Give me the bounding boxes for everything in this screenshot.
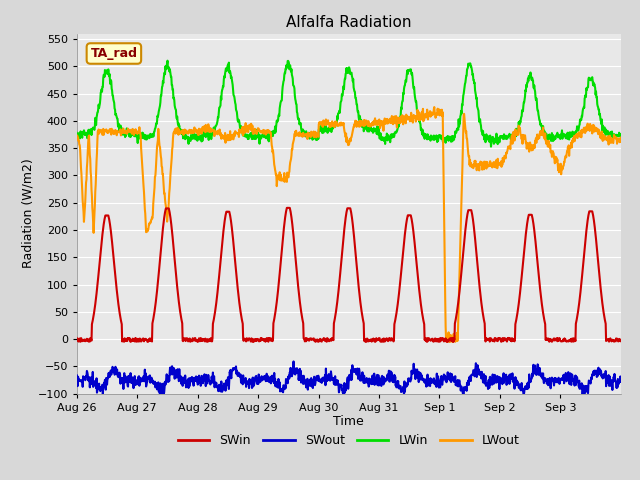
Y-axis label: Radiation (W/m2): Radiation (W/m2)	[22, 159, 35, 268]
Title: Alfalfa Radiation: Alfalfa Radiation	[286, 15, 412, 30]
SWin	[483, 335, 490, 341]
LWin	[454, 125, 461, 131]
LWin	[108, 86, 115, 92]
LWout	[617, 135, 625, 141]
LWout	[454, 321, 462, 326]
SWin	[384, 338, 392, 344]
LWin	[487, 144, 495, 150]
LWout	[108, 126, 115, 132]
LWin	[617, 132, 625, 138]
SWin	[284, 205, 291, 211]
Line: LWin: LWin	[77, 60, 621, 147]
SWout	[108, 370, 115, 376]
LWout	[443, 339, 451, 345]
SWin	[73, 335, 81, 341]
LWin	[384, 137, 392, 143]
LWout	[109, 128, 116, 133]
LWout	[383, 116, 391, 122]
SWin	[580, 259, 588, 264]
SWout	[617, 379, 625, 385]
SWout	[384, 372, 392, 377]
SWin	[454, 300, 462, 305]
SWin	[617, 338, 625, 344]
LWin	[580, 106, 588, 111]
LWout	[73, 134, 81, 140]
LWout	[483, 166, 490, 171]
Line: LWout: LWout	[77, 107, 621, 342]
LWout	[580, 128, 588, 133]
LWout	[431, 104, 438, 110]
SWout	[109, 365, 116, 371]
SWin	[109, 248, 116, 253]
Legend: SWin, SWout, LWin, LWout: SWin, SWout, LWin, LWout	[173, 429, 524, 452]
SWin	[108, 235, 115, 241]
X-axis label: Time: Time	[333, 415, 364, 429]
SWout	[454, 377, 461, 383]
LWin	[73, 130, 81, 136]
SWout	[580, 383, 588, 388]
SWout	[460, 393, 468, 398]
LWin	[164, 58, 172, 63]
Line: SWout: SWout	[77, 361, 621, 396]
SWout	[73, 372, 81, 378]
Text: TA_rad: TA_rad	[90, 47, 138, 60]
LWin	[482, 133, 490, 139]
SWout	[483, 382, 490, 388]
LWin	[109, 93, 116, 98]
SWout	[290, 359, 298, 364]
Line: SWin: SWin	[77, 208, 621, 342]
SWin	[250, 339, 257, 345]
